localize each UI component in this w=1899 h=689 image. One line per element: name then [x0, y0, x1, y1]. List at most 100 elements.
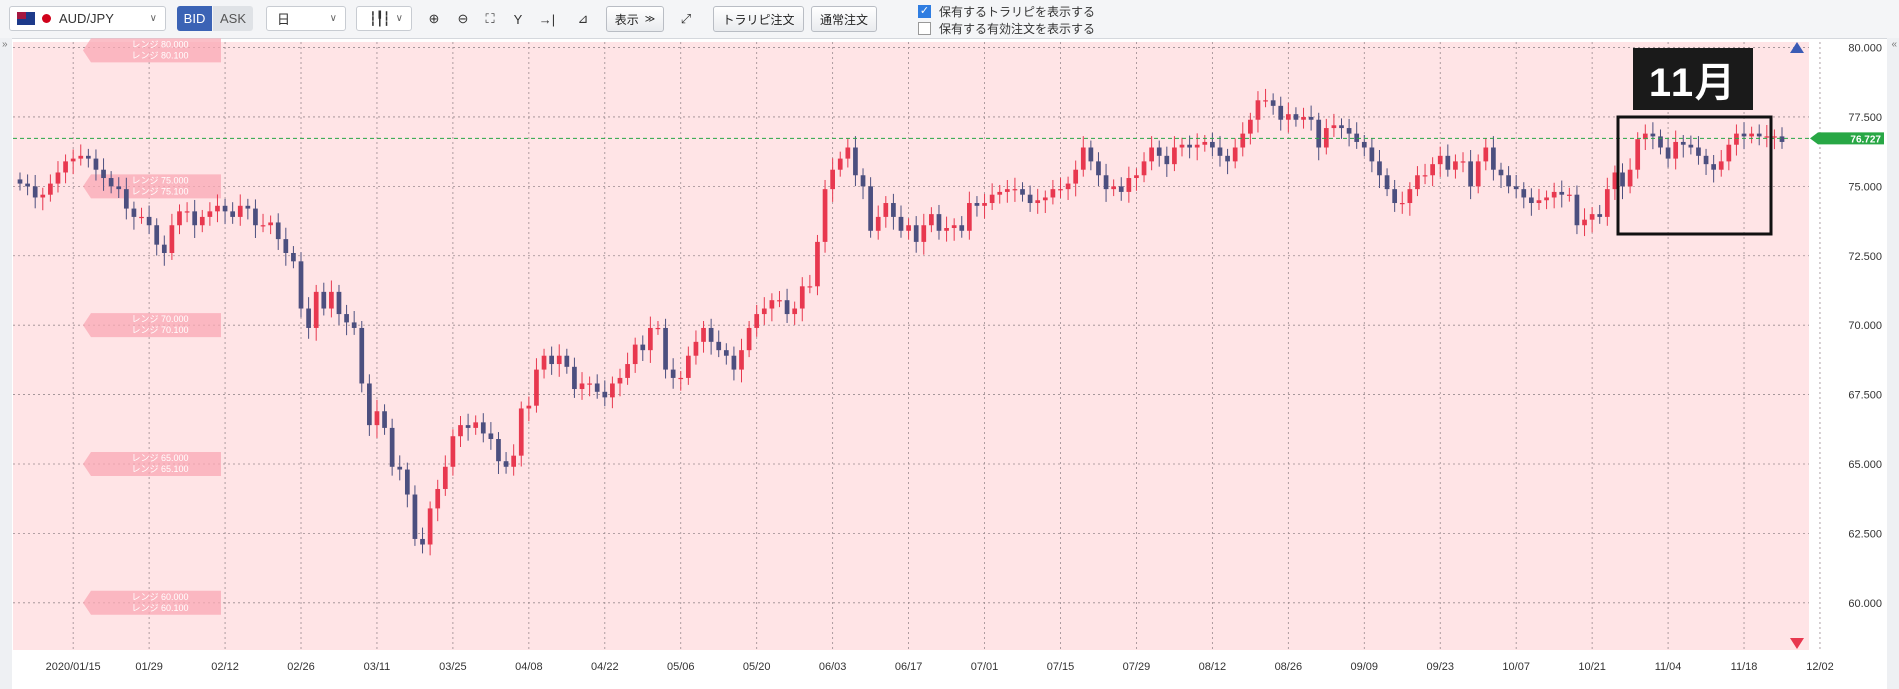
- candle: [640, 344, 646, 351]
- candle: [1263, 100, 1268, 102]
- x-tick-label: 09/23: [1426, 661, 1454, 673]
- candle: [1635, 139, 1641, 170]
- candle: [1217, 147, 1223, 156]
- candle: [511, 455, 517, 467]
- candle: [1597, 214, 1603, 217]
- x-tick-label: 02/26: [287, 661, 315, 673]
- candle: [1658, 136, 1663, 148]
- scroll-to-end-icon[interactable]: →|: [538, 11, 556, 27]
- candle: [268, 222, 273, 226]
- candle: [1141, 161, 1147, 176]
- candle: [541, 355, 547, 370]
- candle: [480, 422, 486, 434]
- candle: [116, 186, 122, 190]
- candle: [1574, 194, 1580, 226]
- candle: [1498, 169, 1504, 176]
- display-menu-button[interactable]: 表示 ≫: [606, 6, 664, 32]
- candle: [997, 191, 1003, 195]
- candle: [1354, 133, 1360, 142]
- range-label-text: レンジ 70.100: [131, 325, 188, 335]
- candle: [55, 172, 61, 184]
- candle: [1772, 136, 1777, 138]
- candle: [1278, 105, 1284, 120]
- candle: [1703, 155, 1709, 165]
- candle: [1491, 147, 1496, 170]
- candle: [465, 425, 471, 428]
- timeframe-select[interactable]: 日 ∨: [266, 6, 346, 31]
- candle: [1164, 155, 1170, 165]
- double-chevron-down-icon: ≫: [644, 13, 656, 25]
- chart-type-select[interactable]: ┆╿┆ ∨: [356, 6, 412, 31]
- candle: [93, 158, 99, 170]
- checkbox-checked-icon[interactable]: ✓: [918, 5, 931, 18]
- show-orders-option[interactable]: 保有する有効注文を表示する: [918, 20, 1095, 37]
- candle: [1111, 186, 1117, 190]
- checkbox-unchecked-icon[interactable]: [918, 22, 931, 35]
- candle: [875, 216, 881, 231]
- y-tick-label: 65.000: [1848, 459, 1882, 471]
- candle: [1346, 128, 1352, 134]
- candle: [382, 411, 387, 428]
- range-label-text: レンジ 65.000: [131, 453, 188, 463]
- candle: [678, 377, 684, 380]
- candle: [199, 216, 205, 226]
- candle: [648, 327, 653, 351]
- x-tick-label: 07/29: [1123, 661, 1151, 673]
- candle: [85, 155, 91, 159]
- zoom-out-icon[interactable]: ⊖: [457, 11, 469, 26]
- candle: [1156, 147, 1162, 156]
- candle: [1225, 155, 1230, 162]
- expand-icon[interactable]: ⤢: [680, 11, 692, 26]
- zoom-in-icon[interactable]: ⊕: [428, 11, 440, 26]
- candle: [1377, 161, 1382, 176]
- normal-order-button[interactable]: 通常注文: [811, 6, 877, 32]
- candle: [1149, 147, 1154, 162]
- candle: [367, 383, 372, 426]
- candle: [921, 225, 927, 242]
- trap-order-button[interactable]: トラリピ注文: [713, 6, 804, 32]
- x-tick-label: 10/07: [1502, 661, 1530, 673]
- candlestick-chart[interactable]: 80.000 77.500 75.000 72.500 70.000 67.500 65.0…: [0, 38, 1899, 689]
- candle: [1475, 161, 1481, 187]
- candle: [1718, 161, 1724, 170]
- x-tick-label: 01/29: [135, 661, 163, 673]
- candle: [746, 327, 752, 351]
- x-tick-label: 11/18: [1731, 661, 1758, 673]
- candle: [1050, 189, 1056, 198]
- show-trap-option[interactable]: ✓ 保有するトラリピを表示する: [918, 3, 1095, 20]
- candle: [883, 203, 889, 217]
- right-collapse-bar[interactable]: [1887, 38, 1899, 689]
- candle: [1232, 147, 1238, 162]
- x-tick-label: 10/21: [1578, 661, 1606, 673]
- candle: [78, 155, 84, 159]
- x-tick-label: 03/25: [439, 661, 467, 673]
- candle: [936, 214, 942, 231]
- candle: [1301, 116, 1306, 120]
- candle: [1361, 141, 1367, 148]
- candle: [739, 350, 744, 370]
- candle: [108, 178, 114, 187]
- candle: [663, 327, 668, 370]
- left-collapse-bar[interactable]: [0, 38, 12, 689]
- candle: [1620, 172, 1625, 187]
- collapse-left-icon[interactable]: »: [2, 39, 8, 50]
- candle: [1711, 164, 1717, 170]
- candle: [101, 169, 106, 179]
- candle: [1096, 161, 1101, 176]
- symbol-select[interactable]: AUD/JPY ∨: [9, 6, 166, 31]
- x-axis-panel: [13, 650, 1887, 689]
- range-label-text: レンジ 60.000: [131, 592, 188, 602]
- candle: [442, 466, 448, 489]
- candle: [1027, 194, 1033, 204]
- candle: [63, 161, 68, 173]
- candle: [792, 308, 798, 315]
- candle: [830, 169, 836, 190]
- lock-axis-icon[interactable]: Y: [513, 11, 523, 27]
- ask-toggle[interactable]: ASK: [213, 6, 253, 31]
- collapse-right-icon[interactable]: «: [1891, 39, 1897, 50]
- candle: [777, 300, 782, 302]
- candle: [131, 208, 137, 217]
- bid-toggle[interactable]: BID: [177, 6, 212, 31]
- indicator-icon[interactable]: ⊿: [577, 11, 589, 26]
- fit-screen-icon[interactable]: ⛶: [485, 11, 495, 26]
